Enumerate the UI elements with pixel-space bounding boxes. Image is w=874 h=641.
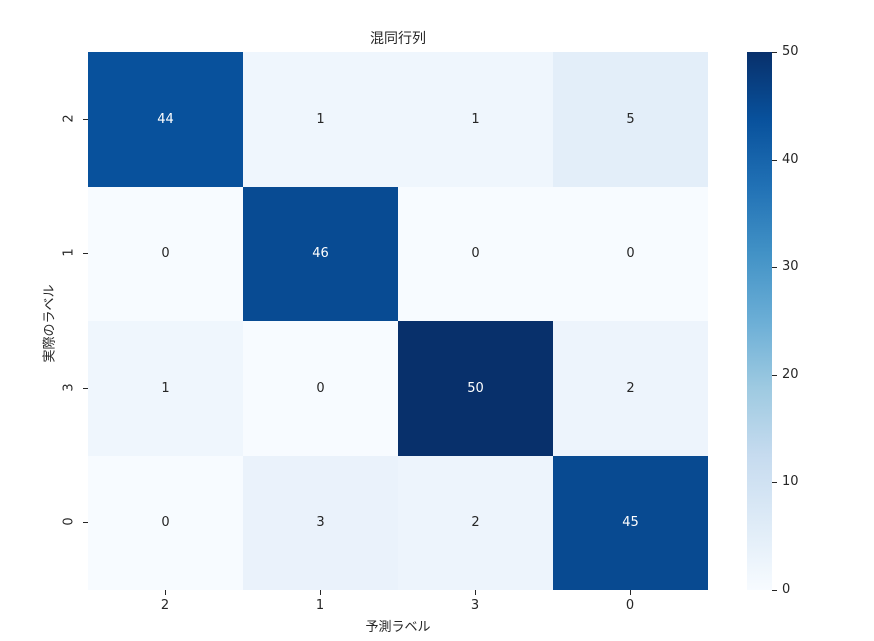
colorbar-tick-label: 10: [782, 474, 799, 489]
heatmap-cell: 44: [88, 52, 243, 187]
heatmap-cell: 0: [88, 186, 243, 321]
colorbar-tick-mark: [772, 590, 777, 591]
colorbar-tick-mark: [772, 482, 777, 483]
y-tick-mark: [83, 522, 88, 523]
x-tick-mark: [475, 590, 476, 595]
colorbar-tick-label: 30: [782, 259, 799, 274]
heatmap-cell: 1: [243, 52, 398, 187]
heatmap-cell: 3: [243, 455, 398, 590]
heatmap-cell: 45: [553, 455, 708, 590]
x-tick-mark: [630, 590, 631, 595]
colorbar-tick-label: 0: [782, 582, 791, 597]
y-tick-label: 2: [61, 114, 77, 123]
chart-title: 混同行列: [370, 31, 426, 47]
heatmap-cell: 0: [398, 186, 553, 321]
x-tick-label: 3: [470, 598, 480, 613]
x-tick-label: 0: [625, 598, 635, 613]
y-tick-mark: [83, 119, 88, 120]
heatmap-cell: 46: [243, 186, 398, 321]
y-tick-label: 0: [61, 517, 77, 526]
y-tick-label: 3: [61, 383, 77, 392]
heatmap-cell: 0: [88, 455, 243, 590]
colorbar-tick-mark: [772, 375, 777, 376]
x-tick-label: 1: [315, 598, 325, 613]
colorbar-tick-label: 50: [782, 44, 799, 59]
y-tick-mark: [83, 388, 88, 389]
colorbar-tick-mark: [772, 52, 777, 53]
y-tick-label: 1: [61, 248, 77, 257]
x-tick-label: 2: [160, 598, 170, 613]
x-tick-mark: [320, 590, 321, 595]
y-axis-title: 実際のラベル: [42, 284, 58, 363]
heatmap-cell: 50: [398, 321, 553, 456]
heatmap-cell: 5: [553, 52, 708, 187]
colorbar: [747, 52, 772, 590]
colorbar-tick-mark: [772, 160, 777, 161]
heatmap-cell: 0: [553, 186, 708, 321]
heatmap-cell: 2: [398, 455, 553, 590]
confusion-matrix-heatmap: 44 1 1 5 0 46 0 0 1 0 50 2 0 3 2 45: [88, 52, 708, 590]
heatmap-cell: 0: [243, 321, 398, 456]
colorbar-tick-label: 40: [782, 152, 799, 167]
colorbar-tick-mark: [772, 267, 777, 268]
colorbar-tick-label: 20: [782, 367, 799, 382]
heatmap-cell: 1: [88, 321, 243, 456]
heatmap-cell: 1: [398, 52, 553, 187]
x-axis-title: 予測ラベル: [365, 620, 431, 635]
x-tick-mark: [165, 590, 166, 595]
y-tick-mark: [83, 253, 88, 254]
heatmap-cell: 2: [553, 321, 708, 456]
